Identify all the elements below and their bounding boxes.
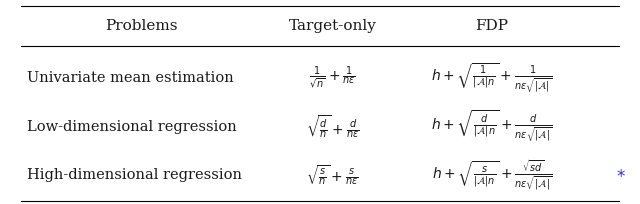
Text: Low-dimensional regression: Low-dimensional regression xyxy=(27,119,237,133)
Text: $\frac{1}{\sqrt{n}} + \frac{1}{n\epsilon}$: $\frac{1}{\sqrt{n}} + \frac{1}{n\epsilon… xyxy=(309,64,356,91)
Text: $\sqrt{\frac{s}{n}} + \frac{s}{n\epsilon}$: $\sqrt{\frac{s}{n}} + \frac{s}{n\epsilon… xyxy=(307,163,359,186)
Text: Univariate mean estimation: Univariate mean estimation xyxy=(27,71,234,85)
Text: $h + \sqrt{\frac{s}{|\mathcal{A}|n}} + \frac{\sqrt{sd}}{n\epsilon\sqrt{|\mathcal: $h + \sqrt{\frac{s}{|\mathcal{A}|n}} + \… xyxy=(432,157,552,191)
Text: $h + \sqrt{\frac{d}{|\mathcal{A}|n}} + \frac{d}{n\epsilon\sqrt{|\mathcal{A}|}}$: $h + \sqrt{\frac{d}{|\mathcal{A}|n}} + \… xyxy=(431,109,553,144)
Text: $*$: $*$ xyxy=(616,165,626,183)
Text: $h + \sqrt{\frac{1}{|\mathcal{A}|n}} + \frac{1}{n\epsilon\sqrt{|\mathcal{A}|}}$: $h + \sqrt{\frac{1}{|\mathcal{A}|n}} + \… xyxy=(431,61,553,94)
Text: $\sqrt{\frac{d}{n}} + \frac{d}{n\epsilon}$: $\sqrt{\frac{d}{n}} + \frac{d}{n\epsilon… xyxy=(306,113,360,140)
Text: Problems: Problems xyxy=(106,19,178,32)
Text: FDP: FDP xyxy=(476,19,509,32)
Text: Target-only: Target-only xyxy=(289,19,377,32)
Text: High-dimensional regression: High-dimensional regression xyxy=(27,167,242,181)
